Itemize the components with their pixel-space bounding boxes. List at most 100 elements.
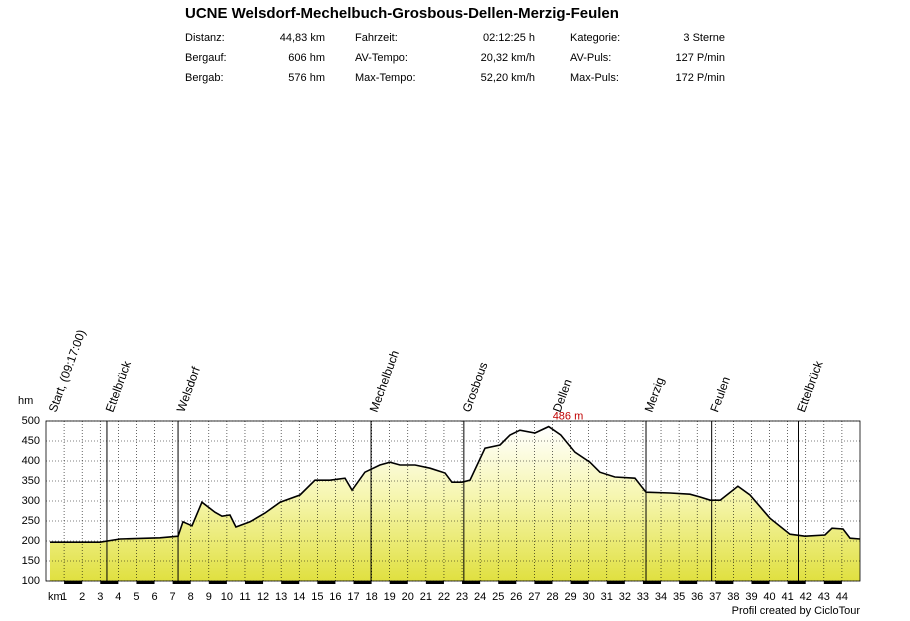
stat-value: 127 P/min [675, 52, 725, 64]
y-tick-label: 200 [22, 535, 40, 547]
waypoint-label: Feulen [707, 375, 733, 414]
x-tick-label: 12 [257, 591, 269, 603]
y-tick-label: 500 [22, 415, 40, 427]
x-tick-label: 15 [311, 591, 323, 603]
x-tick-label: 4 [115, 591, 121, 603]
stat-label: Kategorie: [570, 32, 620, 44]
x-tick-label: 23 [456, 591, 468, 603]
x-tick-label: 19 [384, 591, 396, 603]
waypoint-label: Grosbous [460, 360, 491, 414]
x-tick-label: 17 [347, 591, 359, 603]
x-tick-label: 14 [293, 591, 305, 603]
y-tick-label: 450 [22, 435, 40, 447]
x-tick-label: 34 [655, 591, 667, 603]
stat-label: AV-Puls: [570, 52, 611, 64]
stat-value: 20,32 km/h [481, 52, 535, 64]
elevation-area [49, 426, 861, 581]
y-tick-label: 350 [22, 475, 40, 487]
km-bar [787, 581, 806, 584]
y-tick-label: 400 [22, 455, 40, 467]
waypoint-label: Ettelbrück [794, 358, 826, 414]
km-bar [498, 581, 517, 584]
waypoint-label: Ettelbrück [103, 358, 135, 414]
stat-label: Fahrzeit: [355, 32, 398, 44]
stat-value: 172 P/min [675, 72, 725, 84]
km-bar [425, 581, 444, 584]
km-bar [679, 581, 698, 584]
waypoint-label: Merzig [642, 375, 667, 414]
x-tick-label: 11 [239, 591, 250, 603]
x-tick-label: 5 [133, 591, 139, 603]
km-bar [534, 581, 553, 584]
y-tick-label: 250 [22, 515, 40, 527]
elevation-line [49, 425, 861, 543]
stat-label: Bergab: [185, 72, 224, 84]
waypoint-label: Mechelbuch [367, 348, 402, 414]
km-bar [281, 581, 300, 584]
km-bar [244, 581, 264, 584]
x-tick-label: 38 [727, 591, 739, 603]
stat-label: Bergauf: [185, 52, 227, 64]
km-bar [642, 581, 662, 584]
x-tick-label: 7 [170, 591, 176, 603]
x-tick-label: 43 [818, 591, 830, 603]
km-bar [64, 581, 83, 584]
km-bar [208, 581, 227, 584]
x-tick-label: 33 [637, 591, 649, 603]
stat-value: 44,83 km [280, 32, 325, 44]
y-tick-label: 100 [22, 575, 40, 587]
y-axis-label: hm [18, 395, 33, 407]
stat-value: 3 Sterne [683, 32, 725, 44]
x-tick-label: 18 [365, 591, 377, 603]
x-tick-label: 26 [510, 591, 522, 603]
x-tick-label: 41 [782, 591, 794, 603]
chart-title: UCNE Welsdorf-Mechelbuch-Grosbous-Dellen… [185, 5, 619, 22]
km-bar [389, 581, 408, 584]
stat-label: Max-Tempo: [355, 72, 416, 84]
stat-value: 02:12:25 h [483, 32, 535, 44]
km-bar [570, 581, 589, 584]
x-axis-label: km [48, 591, 63, 603]
x-tick-label: 28 [546, 591, 558, 603]
x-tick-label: 2 [79, 591, 85, 603]
x-tick-label: 27 [528, 591, 540, 603]
x-tick-label: 8 [188, 591, 194, 603]
waypoint-label: Start, (09:17:00) [46, 328, 89, 414]
stat-value: 606 hm [288, 52, 325, 64]
x-tick-label: 44 [836, 591, 848, 603]
km-bar [462, 581, 481, 584]
x-tick-label: 29 [564, 591, 576, 603]
peak-annotation: 486 m [553, 411, 584, 423]
x-tick-label: 35 [673, 591, 685, 603]
km-bar [353, 581, 372, 584]
x-tick-label: 31 [601, 591, 613, 603]
x-tick-label: 30 [583, 591, 595, 603]
km-bar [172, 581, 191, 584]
x-tick-label: 6 [151, 591, 157, 603]
x-tick-label: 40 [763, 591, 775, 603]
x-tick-label: 39 [745, 591, 757, 603]
stat-value: 576 hm [288, 72, 325, 84]
waypoint-label: Welsdorf [174, 364, 204, 414]
plot-frame [45, 420, 861, 582]
x-tick-label: 25 [492, 591, 504, 603]
stat-value: 52,20 km/h [481, 72, 535, 84]
km-bar [823, 581, 842, 584]
x-tick-label: 13 [275, 591, 287, 603]
km-bar [715, 581, 734, 584]
x-tick-label: 42 [800, 591, 812, 603]
stat-label: AV-Tempo: [355, 52, 408, 64]
x-tick-label: 21 [420, 591, 432, 603]
waypoint-label: Dellen [550, 377, 575, 414]
x-tick-label: 20 [402, 591, 414, 603]
km-bar [136, 581, 155, 584]
x-tick-label: 3 [97, 591, 103, 603]
x-tick-label: 1 [61, 591, 67, 603]
x-tick-label: 22 [438, 591, 450, 603]
x-tick-label: 24 [474, 591, 486, 603]
km-bar [751, 581, 770, 584]
footer: Profil created by CicloTour [732, 605, 861, 617]
x-tick-label: 36 [691, 591, 703, 603]
x-tick-label: 16 [329, 591, 341, 603]
